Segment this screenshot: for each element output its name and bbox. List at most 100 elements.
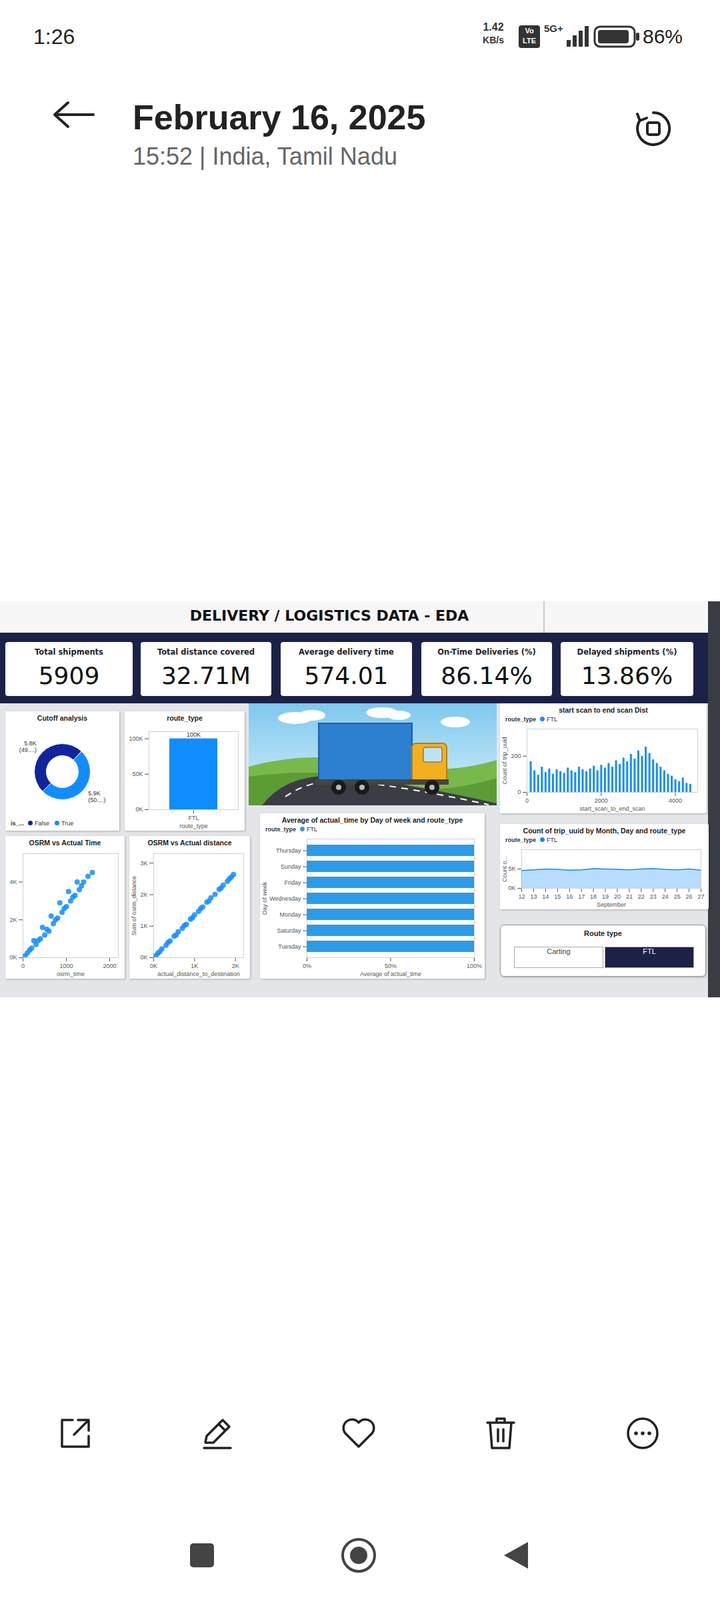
svg-text:1000: 1000 [59,962,73,970]
html-text:Carting: Carting [546,947,571,956]
svg-text:27: 27 [697,893,704,900]
svg-text:0: 0 [21,962,25,970]
svg-text:20: 20 [614,893,621,900]
svg-text:200: 200 [510,752,521,760]
svg-text:5.9K: 5.9K [88,790,101,797]
svg-text:100%: 100% [466,962,482,970]
svg-text:0: 0 [517,788,521,796]
svg-text:25: 25 [674,893,681,900]
svg-text:17: 17 [578,893,585,900]
svg-text:0K: 0K [135,806,143,813]
html-text:Total shipments: Total shipments [34,647,104,657]
svg-text:26: 26 [686,893,693,900]
html-text:5909: 5909 [38,662,100,690]
html-text:FTL: FTL [546,836,558,844]
svg-text:16: 16 [566,893,573,900]
html-text:On-Time Deliveries (%): On-Time Deliveries (%) [437,647,536,657]
html-text:False: False [34,820,50,827]
svg-text:2K: 2K [232,962,240,970]
svg-text:start_scan_to_end_scan: start_scan_to_end_scan [579,805,645,812]
html-text:KB/s: KB/s [482,34,504,46]
html-text:Total distance covered: Total distance covered [157,647,255,657]
svg-text:Tuesday: Tuesday [278,943,302,950]
svg-text:2K: 2K [140,891,148,898]
html-text:Route type: Route type [584,929,622,938]
svg-text:September: September [596,901,626,908]
html-text:DELIVERY / LOGISTICS DATA - ED: DELIVERY / LOGISTICS DATA - EDA [189,607,469,624]
html-text:OSRM vs Actual Time: OSRM vs Actual Time [29,838,101,847]
svg-text:0K: 0K [150,962,158,970]
html-text:86%: 86% [642,25,683,48]
svg-text:13: 13 [530,893,537,900]
svg-text:FTL: FTL [188,814,199,822]
html-text:574.01: 574.01 [304,662,389,690]
html-text:Delayed shipments (%): Delayed shipments (%) [577,647,677,657]
svg-text:2000: 2000 [594,797,608,804]
svg-text:Sunday: Sunday [280,863,302,870]
svg-text:12: 12 [518,893,525,900]
html-text:FTL: FTL [642,947,656,956]
svg-text:2K: 2K [9,916,17,924]
svg-text:15: 15 [554,893,561,900]
html-text:Vo: Vo [524,26,534,35]
svg-text:21: 21 [626,893,633,900]
html-text:Cutoff analysis: Cutoff analysis [37,714,88,722]
html-text:1:26: 1:26 [33,24,75,49]
svg-text:24: 24 [662,893,669,900]
svg-text:Count of trip_uuid: Count of trip_uuid [501,736,508,784]
svg-text:100K: 100K [128,735,143,742]
svg-text:0: 0 [525,797,529,804]
html-text:13.86%: 13.86% [581,662,673,690]
svg-text:0K: 0K [9,954,17,961]
svg-text:osrm_time: osrm_time [56,970,85,978]
svg-text:(49....): (49....) [19,746,37,754]
svg-text:22: 22 [638,893,645,900]
html-text:86.14%: 86.14% [440,662,533,690]
html-text:True: True [61,820,74,827]
svg-text:4000: 4000 [668,797,682,804]
html-text:is_...: is_... [10,820,24,827]
svg-text:Sum of osrm_distance: Sum of osrm_distance [130,876,138,936]
html-text:Average delivery time: Average delivery time [298,647,394,657]
html-text:February 16, 2025: February 16, 2025 [132,98,426,137]
svg-text:4K: 4K [9,878,17,886]
svg-text:route_type: route_type [179,822,208,830]
svg-text:1K: 1K [140,922,148,930]
svg-text:1K: 1K [190,962,198,970]
svg-text:(50....): (50....) [88,796,106,804]
html-text:OSRM vs Actual distance: OSRM vs Actual distance [147,838,232,847]
svg-text:14: 14 [542,893,549,900]
html-text:Count of trip_uuid by Month, D: Count of trip_uuid by Month, Day and rou… [523,826,686,835]
svg-text:18: 18 [590,893,597,900]
svg-text:3K: 3K [140,860,148,867]
html-text:start scan to end scan Dist: start scan to end scan Dist [558,706,648,714]
html-text:LTE: LTE [522,36,536,45]
html-text:15:52 | India, Tamil Nadu: 15:52 | India, Tamil Nadu [132,142,398,170]
svg-text:Wednesday: Wednesday [269,895,302,902]
html-text:Average of actual_time by Day: Average of actual_time by Day of week an… [281,816,463,824]
html-text:route_type: route_type [166,714,203,722]
svg-text:Count o...: Count o... [501,856,508,882]
svg-text:0K: 0K [140,954,148,961]
svg-text:Saturday: Saturday [276,927,302,934]
svg-text:5.8K: 5.8K [24,740,37,747]
svg-text:100K: 100K [186,731,201,738]
svg-text:Friday: Friday [284,879,302,886]
svg-text:50K: 50K [132,770,143,778]
svg-text:Thursday: Thursday [276,847,302,854]
svg-text:2000: 2000 [102,962,116,970]
html-text:32.71M: 32.71M [161,662,251,690]
svg-text:19: 19 [602,893,609,900]
svg-text:0K: 0K [508,884,516,892]
svg-text:23: 23 [650,893,657,900]
html-text:route_type: route_type [505,836,536,844]
svg-text:50%: 50% [384,962,397,970]
svg-text:Day of week: Day of week [261,881,268,915]
svg-text:0%: 0% [302,962,312,970]
svg-text:5K: 5K [508,865,516,872]
svg-text:Average of actual_time: Average of actual_time [360,970,422,978]
svg-text:actual_distance_to_destination: actual_distance_to_destination [157,970,240,978]
html-text:1.42: 1.42 [482,21,504,33]
html-text:5G+: 5G+ [544,22,564,34]
svg-text:Monday: Monday [279,911,302,918]
